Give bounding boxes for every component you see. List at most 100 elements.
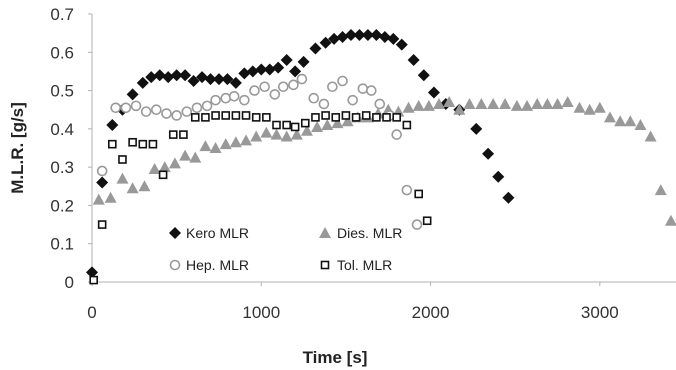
y-tick-label: 0.6 bbox=[50, 43, 74, 62]
data-point bbox=[311, 120, 324, 132]
data-point bbox=[196, 71, 209, 84]
data-point bbox=[290, 122, 300, 132]
legend-marker-shape bbox=[169, 259, 181, 271]
legend-marker-shape bbox=[169, 227, 181, 239]
data-point bbox=[341, 111, 351, 120]
data-point bbox=[231, 111, 241, 120]
data-point bbox=[116, 172, 129, 184]
data-point bbox=[318, 98, 330, 110]
data-point bbox=[288, 79, 299, 91]
legend-item-dies: Dies. MLR bbox=[319, 225, 402, 241]
data-point bbox=[96, 165, 108, 177]
data-point bbox=[229, 76, 242, 89]
data-point bbox=[402, 120, 412, 130]
data-point bbox=[96, 176, 109, 189]
data-point bbox=[297, 55, 310, 68]
legend-label-hep: Hep. MLR bbox=[186, 257, 249, 273]
data-point bbox=[374, 98, 386, 110]
data-point bbox=[158, 170, 168, 180]
legend-marker-tol bbox=[320, 260, 330, 270]
data-point bbox=[482, 147, 495, 160]
data-point bbox=[654, 184, 667, 196]
data-point bbox=[531, 97, 544, 109]
data-point bbox=[138, 180, 151, 192]
data-point bbox=[241, 111, 251, 120]
data-point bbox=[583, 103, 596, 115]
data-point bbox=[251, 113, 261, 122]
legend-item-kero: Kero MLR bbox=[169, 225, 249, 241]
data-point bbox=[337, 75, 348, 87]
data-point bbox=[255, 63, 268, 76]
data-point bbox=[272, 120, 281, 130]
data-point bbox=[463, 97, 476, 109]
data-point bbox=[106, 119, 119, 132]
legend-item-hep: Hep. MLR bbox=[169, 257, 249, 273]
y-tick-label: 0 bbox=[65, 273, 74, 292]
data-point bbox=[614, 115, 627, 127]
data-point bbox=[148, 139, 158, 149]
data-point bbox=[427, 86, 440, 99]
y-tick-label: 0.1 bbox=[50, 235, 74, 254]
data-point bbox=[148, 163, 161, 175]
data-point bbox=[510, 99, 523, 111]
data-point bbox=[181, 106, 193, 117]
data-point bbox=[120, 102, 132, 114]
data-point bbox=[262, 113, 271, 122]
data-point bbox=[387, 32, 400, 45]
data-point bbox=[190, 113, 200, 122]
data-point bbox=[561, 96, 574, 108]
data-point bbox=[289, 65, 302, 78]
data-point bbox=[391, 129, 402, 140]
data-point bbox=[211, 111, 220, 120]
x-tick-label: 2000 bbox=[412, 303, 450, 322]
data-point bbox=[204, 73, 217, 86]
data-point bbox=[624, 115, 637, 127]
data-point bbox=[240, 134, 253, 146]
data-point bbox=[402, 101, 415, 113]
data-point bbox=[351, 113, 361, 122]
data-point bbox=[220, 92, 232, 104]
data-point bbox=[453, 103, 466, 115]
data-point bbox=[280, 53, 293, 66]
data-point bbox=[136, 76, 149, 89]
data-point bbox=[395, 38, 408, 51]
data-point bbox=[417, 69, 430, 82]
data-point bbox=[331, 117, 344, 129]
data-point bbox=[128, 137, 137, 147]
data-point bbox=[272, 61, 285, 74]
data-point bbox=[239, 94, 250, 106]
x-tick-label: 0 bbox=[87, 303, 96, 322]
data-point bbox=[521, 99, 534, 111]
y-tick-label: 0.3 bbox=[50, 158, 74, 177]
data-point bbox=[145, 71, 158, 84]
data-point bbox=[171, 110, 182, 121]
data-point bbox=[104, 191, 117, 203]
y-axis-title: M.L.R. [g/s] bbox=[8, 102, 27, 194]
data-point bbox=[341, 115, 354, 127]
data-point bbox=[366, 85, 377, 96]
data-point bbox=[344, 29, 357, 42]
data-point bbox=[499, 97, 512, 109]
data-point bbox=[470, 122, 483, 135]
data-point bbox=[138, 139, 148, 149]
data-point bbox=[328, 32, 341, 45]
data-point bbox=[158, 161, 171, 173]
data-point bbox=[191, 102, 203, 114]
data-point bbox=[179, 69, 192, 82]
data-point bbox=[221, 111, 231, 120]
data-point bbox=[347, 94, 358, 106]
data-point bbox=[492, 170, 505, 183]
data-point bbox=[475, 97, 488, 109]
data-point bbox=[407, 53, 420, 66]
data-point bbox=[664, 214, 676, 226]
data-point bbox=[162, 71, 175, 84]
y-tick-label: 0.4 bbox=[50, 120, 74, 139]
data-point bbox=[270, 128, 283, 140]
data-point bbox=[189, 151, 202, 163]
data-point bbox=[603, 111, 616, 123]
y-tick-label: 0.2 bbox=[50, 196, 74, 215]
data-point bbox=[110, 102, 121, 114]
data-point bbox=[378, 30, 391, 43]
data-point bbox=[308, 92, 320, 104]
